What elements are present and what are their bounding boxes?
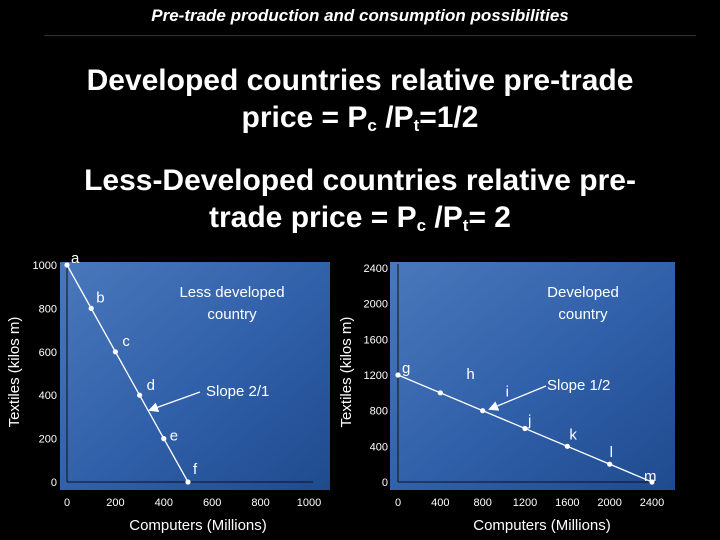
ldc-x-tick: 0 bbox=[64, 497, 70, 509]
ldc-point-f bbox=[185, 479, 191, 485]
ldc-point-label-d: d bbox=[147, 377, 155, 394]
headline-less-developed-mid: /P bbox=[426, 201, 463, 234]
headline-less-developed-sub-t: t bbox=[462, 216, 469, 235]
ldc-x-tick: 800 bbox=[251, 497, 269, 509]
dc-point-label-g: g bbox=[402, 360, 410, 377]
headline-developed: Developed countries relative pre-trade p… bbox=[0, 62, 720, 144]
dc-point-k bbox=[564, 443, 570, 449]
dc-x-tick: 1600 bbox=[555, 497, 579, 509]
ldc-point-label-e: e bbox=[170, 428, 178, 445]
headline-less-developed-suffix: = 2 bbox=[468, 201, 511, 234]
dc-point-i bbox=[480, 408, 486, 414]
dc-y-tick: 400 bbox=[370, 441, 388, 453]
dc-slope-annotation: Slope 1/2 bbox=[547, 377, 610, 394]
ldc-x-tick: 400 bbox=[155, 497, 173, 509]
headline-developed-line1: Developed countries relative pre-trade bbox=[86, 64, 634, 97]
dc-y-tick: 1600 bbox=[364, 334, 388, 346]
dc-y-tick: 800 bbox=[370, 406, 388, 418]
headline-developed-prefix: price = P bbox=[241, 101, 368, 134]
dc-point-m bbox=[649, 479, 655, 485]
ldc-ppf-line bbox=[66, 264, 189, 483]
dc-y-tick: 2000 bbox=[364, 299, 388, 311]
headline-less-developed-prefix: trade price = P bbox=[209, 201, 417, 234]
dc-plot-area bbox=[390, 262, 675, 490]
ldc-x-tick: 1000 bbox=[297, 497, 321, 509]
ldc-x-tick: 600 bbox=[203, 497, 221, 509]
ldc-y-tick: 600 bbox=[39, 347, 57, 359]
dc-slope-arrow bbox=[488, 385, 547, 411]
ldc-y-tick: 0 bbox=[51, 477, 57, 489]
dc-point-label-m: m bbox=[644, 468, 657, 485]
dc-point-label-h: h bbox=[466, 366, 474, 383]
dc-point-label-l: l bbox=[610, 444, 613, 461]
dc-y-tick: 0 bbox=[382, 477, 388, 489]
dc-point-h bbox=[437, 390, 443, 396]
ldc-plot-area bbox=[60, 262, 330, 490]
dc-y-tick: 1200 bbox=[364, 370, 388, 382]
slide-title: Pre-trade production and consumption pos… bbox=[151, 6, 569, 25]
dc-point-j bbox=[522, 425, 528, 432]
headline-less-developed-line1: Less-Developed countries relative pre- bbox=[84, 164, 636, 197]
dc-x-tick: 2000 bbox=[597, 497, 621, 509]
ldc-y-tick: 1000 bbox=[33, 260, 57, 272]
ldc-point-a bbox=[64, 262, 70, 268]
dc-x-tick: 800 bbox=[473, 497, 491, 509]
headline-developed-mid: /P bbox=[376, 101, 414, 134]
headline-less-developed-sub-c: c bbox=[416, 216, 427, 235]
ldc-x-tick: 200 bbox=[106, 497, 124, 509]
ldc-chart-title-line1: Less developed bbox=[179, 284, 284, 301]
ldc-slope-arrow bbox=[148, 391, 201, 412]
headline-developed-sub-c: c bbox=[367, 116, 377, 135]
dc-chart-title-line2: country bbox=[558, 306, 608, 323]
dc-point-label-k: k bbox=[569, 426, 577, 443]
ldc-y-axis-title: Textiles (kilos m) bbox=[6, 317, 23, 428]
ldc-y-tick: 800 bbox=[39, 303, 57, 315]
dc-y-axis-title: Textiles (kilos m) bbox=[338, 317, 355, 428]
title-divider bbox=[44, 35, 696, 36]
ldc-point-label-b: b bbox=[96, 289, 104, 306]
dc-point-label-i: i bbox=[506, 384, 509, 401]
dc-x-tick: 2400 bbox=[640, 497, 664, 509]
ldc-y-tick: 200 bbox=[39, 434, 57, 446]
ldc-point-label-f: f bbox=[193, 461, 198, 478]
ldc-point-label-c: c bbox=[122, 333, 130, 350]
dc-x-tick: 1200 bbox=[513, 497, 537, 509]
dc-x-axis-title: Computers (Millions) bbox=[473, 517, 611, 534]
ldc-x-axis-title: Computers (Millions) bbox=[129, 517, 267, 534]
ldc-chart-title-line2: country bbox=[207, 306, 257, 323]
ldc-point-d bbox=[137, 392, 143, 398]
headline-developed-line2: price = Pc /Pt=1/2 bbox=[0, 99, 720, 144]
dc-chart-title-line1: Developed bbox=[547, 284, 619, 301]
dc-x-tick: 400 bbox=[431, 497, 449, 509]
dc-point-l bbox=[607, 461, 613, 467]
dc-y-tick: 2400 bbox=[364, 263, 388, 275]
ldc-y-tick: 400 bbox=[39, 390, 57, 402]
ldc-point-b bbox=[88, 305, 94, 311]
dc-point-label-j: j bbox=[527, 413, 531, 430]
ldc-slope-annotation: Slope 2/1 bbox=[206, 383, 269, 400]
headline-less-developed: Less-Developed countries relative pre- t… bbox=[0, 162, 720, 244]
ldc-point-e bbox=[161, 436, 167, 442]
ldc-point-c bbox=[112, 349, 118, 355]
headline-developed-sub-t: t bbox=[413, 116, 420, 135]
dc-point-g bbox=[395, 372, 401, 378]
headline-less-developed-line2: trade price = Pc /Pt= 2 bbox=[0, 199, 720, 244]
ldc-point-label-a: a bbox=[71, 250, 80, 267]
dc-x-tick: 0 bbox=[395, 497, 401, 509]
headline-developed-suffix: =1/2 bbox=[419, 101, 479, 134]
